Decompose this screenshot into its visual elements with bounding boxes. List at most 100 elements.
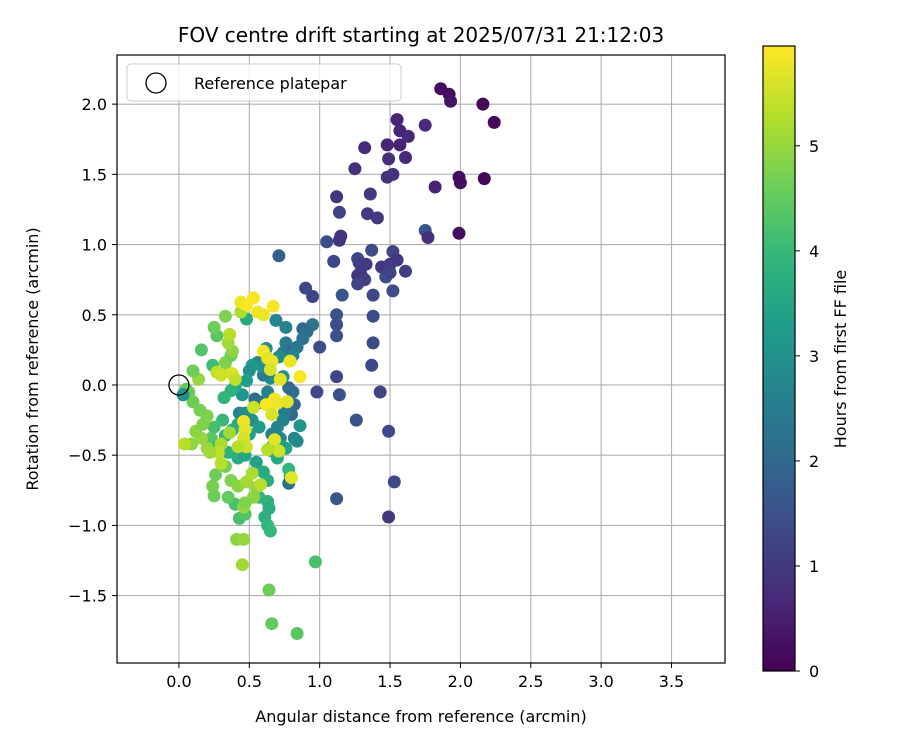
data-point — [330, 308, 344, 322]
data-point — [387, 475, 401, 489]
colorbar: 0 1 2 3 4 5 Hours from first FF file — [762, 45, 850, 681]
data-point — [269, 313, 283, 327]
data-point — [285, 471, 298, 485]
data-point — [332, 233, 346, 247]
data-point — [221, 490, 235, 504]
data-point — [242, 364, 256, 378]
data-point — [262, 583, 276, 597]
data-point — [330, 329, 344, 343]
data-point — [380, 170, 394, 184]
data-point — [214, 457, 228, 471]
data-point — [382, 510, 396, 524]
data-point — [265, 408, 279, 421]
data-point — [332, 205, 346, 219]
data-point — [386, 284, 400, 298]
data-point — [249, 455, 263, 469]
data-point — [247, 291, 260, 305]
data-point — [217, 391, 231, 405]
data-point — [237, 532, 251, 546]
data-point — [247, 400, 260, 414]
colorbar-tick-label: 5 — [809, 137, 819, 156]
data-point — [351, 277, 365, 291]
data-point — [280, 395, 294, 409]
data-point — [332, 388, 346, 402]
data-point — [272, 249, 286, 263]
x-tick-label: 0.5 — [237, 672, 262, 691]
data-point — [207, 489, 221, 503]
data-point — [330, 318, 344, 332]
colorbar-label: Hours from first FF file — [831, 270, 850, 449]
data-point — [245, 466, 259, 480]
data-point — [320, 235, 334, 249]
data-point — [382, 152, 396, 166]
data-point — [313, 340, 327, 354]
data-point — [207, 320, 221, 334]
data-point — [330, 190, 344, 204]
data-point — [330, 370, 344, 384]
data-point — [263, 524, 277, 538]
data-point — [393, 138, 407, 152]
data-point — [240, 374, 253, 388]
data-point — [421, 231, 435, 244]
x-tick-label: 3.0 — [588, 672, 613, 691]
x-tick-label: 0.0 — [166, 672, 191, 691]
data-point — [194, 343, 208, 357]
colorbar-ticks: 0 1 2 3 4 5 — [795, 137, 819, 681]
data-point — [330, 492, 344, 506]
legend-label: Reference platepar — [194, 74, 347, 93]
data-point — [223, 426, 237, 440]
data-point — [231, 440, 245, 454]
data-point — [349, 413, 363, 427]
data-point — [365, 243, 379, 257]
x-tick-label: 3.5 — [659, 672, 684, 691]
data-point — [306, 290, 320, 303]
colorbar-tick-label: 3 — [809, 347, 819, 366]
colorbar-scale — [762, 45, 796, 672]
data-point — [265, 617, 279, 631]
data-point — [207, 420, 221, 434]
data-point — [273, 372, 287, 386]
y-tick-label: 0.0 — [82, 376, 107, 395]
data-point — [283, 354, 297, 368]
data-point — [358, 141, 372, 155]
data-point — [453, 176, 467, 190]
reference-platepar-marker — [168, 374, 190, 396]
data-point — [487, 115, 501, 129]
data-point — [238, 496, 252, 510]
data-point — [228, 372, 242, 386]
plot-area — [117, 55, 725, 663]
y-tick-labels: −1.5 −1.0 −0.5 0.0 0.5 1.0 1.5 2.0 — [68, 95, 117, 606]
data-point — [366, 288, 380, 302]
x-tick-labels: 0.0 0.5 1.0 1.5 2.0 2.5 3.0 3.5 — [166, 663, 684, 691]
x-tick-label: 1.5 — [377, 672, 402, 691]
data-point — [178, 437, 192, 451]
colorbar-tick-label: 1 — [809, 557, 819, 576]
y-tick-label: −1.5 — [68, 587, 107, 606]
data-point — [444, 94, 458, 108]
data-point — [286, 385, 300, 399]
data-point — [203, 445, 217, 459]
data-point — [256, 308, 270, 322]
data-point — [272, 444, 286, 458]
data-point — [327, 254, 341, 268]
y-tick-label: −0.5 — [68, 446, 107, 465]
data-point — [477, 172, 491, 186]
data-point — [308, 555, 322, 569]
y-axis-label: Rotation from reference (arcmin) — [23, 227, 42, 490]
colorbar-tick-label: 0 — [809, 662, 819, 681]
data-point — [290, 627, 304, 640]
data-point — [366, 336, 380, 350]
data-point — [223, 327, 237, 341]
data-point — [209, 468, 222, 482]
data-point — [348, 162, 362, 176]
data-point — [310, 385, 324, 399]
x-axis-label: Angular distance from reference (arcmin) — [255, 707, 586, 726]
data-point — [366, 309, 380, 323]
data-point — [335, 288, 349, 302]
x-tick-label: 2.5 — [518, 672, 543, 691]
data-point — [270, 396, 284, 410]
data-point — [252, 420, 266, 434]
plot-frame — [116, 54, 726, 664]
legend-marker-icon — [145, 72, 167, 94]
y-tick-label: 2.0 — [82, 95, 107, 114]
